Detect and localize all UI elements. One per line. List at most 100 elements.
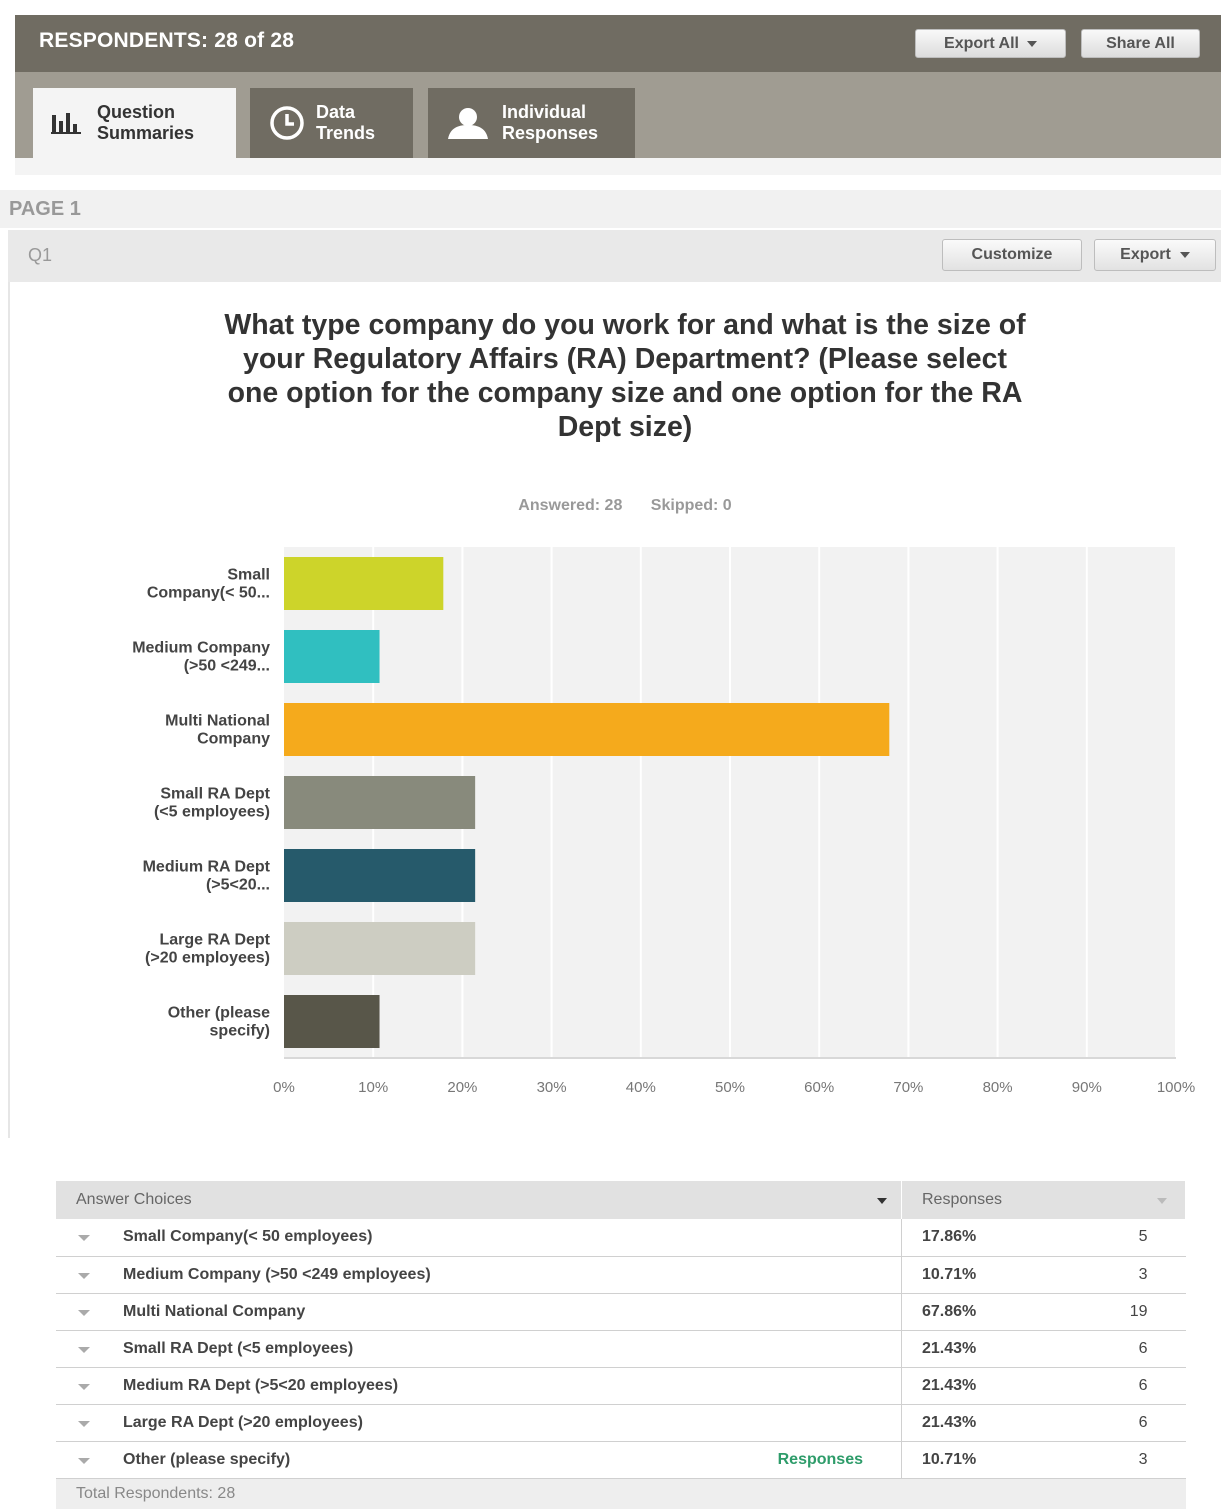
bar[interactable] [284, 922, 476, 975]
category-label: specify) [210, 1023, 270, 1040]
response-percent: 21.43% [901, 1330, 1065, 1368]
responses-link[interactable]: Responses [777, 1450, 863, 1468]
col-answer-choices-label: Answer Choices [76, 1191, 192, 1208]
table-row: Other (please specify) Responses 10.71% … [56, 1441, 1186, 1479]
person-icon [448, 108, 488, 139]
chevron-down-icon [1179, 252, 1190, 258]
expand-caret-icon[interactable] [78, 1272, 90, 1279]
expand-caret-icon[interactable] [78, 1383, 90, 1390]
category-label: (>20 employees) [145, 950, 270, 967]
answer-choice-cell: Small Company(< 50 employees) [56, 1219, 902, 1257]
x-tick-label: 30% [537, 1079, 567, 1096]
expand-caret-icon[interactable] [78, 1346, 90, 1353]
x-tick-label: 100% [1157, 1079, 1195, 1096]
table-row: Multi National Company 67.86% 19 [56, 1293, 1186, 1331]
category-label: Company [197, 731, 270, 748]
bar[interactable] [284, 703, 890, 756]
table-row: Small RA Dept (<5 employees) 21.43% 6 [56, 1330, 1186, 1368]
question-stats: Answered: 28 Skipped: 0 [10, 497, 1221, 515]
answer-choice: Medium RA Dept (>5<20 employees) [123, 1376, 399, 1394]
x-tick-label: 90% [1072, 1079, 1102, 1096]
chart-panel: What type company do you work for and wh… [8, 282, 1221, 1138]
col-responses[interactable]: Responses [901, 1181, 1186, 1219]
sort-caret-icon [1157, 1198, 1167, 1204]
x-tick-label: 0% [273, 1079, 295, 1096]
sort-caret-icon [877, 1198, 887, 1204]
respondents-bar: RESPONDENTS: 28 of 28 Export All Share A… [15, 15, 1221, 72]
expand-caret-icon[interactable] [78, 1420, 90, 1427]
x-tick-label: 80% [983, 1079, 1013, 1096]
bar[interactable] [284, 849, 476, 902]
customize-label: Customize [971, 246, 1053, 263]
category-label: Medium RA Dept [143, 859, 271, 876]
category-label: Medium Company [132, 640, 270, 657]
category-label: (>50 <249... [184, 658, 270, 675]
expand-caret-icon[interactable] [78, 1309, 90, 1316]
table-row: Medium RA Dept (>5<20 employees) 21.43% … [56, 1367, 1186, 1405]
clock-icon [270, 106, 304, 140]
answer-choice-cell: Small RA Dept (<5 employees) [56, 1330, 902, 1368]
category-label: Small [227, 567, 270, 584]
bar[interactable] [284, 630, 380, 683]
response-percent: 21.43% [901, 1367, 1065, 1405]
answer-choice: Small RA Dept (<5 employees) [123, 1339, 354, 1357]
category-label: (<5 employees) [154, 804, 270, 821]
response-percent: 67.86% [901, 1293, 1065, 1331]
export-all-button[interactable]: Export All [915, 29, 1066, 58]
x-tick-label: 10% [358, 1079, 388, 1096]
table-row: Medium Company (>50 <249 employees) 10.7… [56, 1256, 1186, 1294]
tab-question-summaries[interactable]: Question Summaries [33, 88, 236, 158]
response-count: 6 [1064, 1367, 1186, 1405]
tab-individual-responses[interactable]: Individual Responses [428, 88, 635, 158]
chevron-down-icon [1026, 40, 1037, 47]
question-header: Q1 Customize Export [8, 230, 1221, 282]
tab-question-summaries-label: Question Summaries [97, 102, 195, 143]
answered-count: Answered: 28 [518, 497, 623, 514]
share-all-button[interactable]: Share All [1081, 29, 1200, 58]
response-count: 6 [1064, 1330, 1186, 1368]
x-tick-label: 20% [447, 1079, 477, 1096]
bar-chart: 0% 10% 20% 30% 40% 50% 60% 70% 80% 90% 100% Small Co… [132, 547, 1195, 1096]
bar[interactable] [284, 557, 444, 610]
table-row: Large RA Dept (>20 employees) 21.43% 6 [56, 1404, 1186, 1442]
x-tick-label: 70% [893, 1079, 923, 1096]
answer-choice: Other (please specify) [123, 1450, 291, 1468]
response-count: 3 [1064, 1441, 1186, 1479]
x-tick-label: 40% [626, 1079, 656, 1096]
expand-caret-icon[interactable] [78, 1457, 90, 1464]
response-count: 3 [1064, 1256, 1186, 1294]
response-percent: 17.86% [901, 1219, 1065, 1257]
response-percent: 10.71% [901, 1256, 1065, 1294]
export-label: Export [1120, 246, 1171, 263]
answer-choice: Medium Company (>50 <249 employees) [123, 1265, 431, 1283]
response-percent: 10.71% [901, 1441, 1065, 1479]
skipped-count: Skipped: 0 [650, 497, 732, 514]
customize-button[interactable]: Customize [942, 239, 1082, 271]
export-all-label: Export All [944, 34, 1019, 52]
category-label: Large RA Dept [159, 932, 270, 949]
answer-choice: Multi National Company [123, 1302, 306, 1320]
total-respondents: Total Respondents: 28 [56, 1478, 1186, 1509]
answer-choice-cell: Large RA Dept (>20 employees) [56, 1404, 902, 1442]
col-answer-choices[interactable]: Answer Choices [56, 1181, 902, 1219]
response-percent: 21.43% [901, 1404, 1065, 1442]
category-label: Small RA Dept [160, 786, 270, 803]
x-tick-label: 50% [715, 1079, 745, 1096]
respondents-header: RESPONDENTS: 28 of 28 Export All Share A… [15, 15, 1221, 175]
bar-chart-icon [51, 113, 81, 134]
export-button[interactable]: Export [1094, 239, 1216, 271]
question-number: Q1 [28, 245, 53, 265]
share-all-label: Share All [1106, 34, 1175, 52]
answer-choice: Large RA Dept (>20 employees) [123, 1413, 363, 1431]
expand-caret-icon[interactable] [78, 1235, 90, 1241]
bar[interactable] [284, 995, 380, 1048]
x-tick-label: 60% [804, 1079, 834, 1096]
tab-data-trends[interactable]: Data Trends [250, 88, 413, 158]
answer-choice-cell: Medium RA Dept (>5<20 employees) [56, 1367, 902, 1405]
table-row: Small Company(< 50 employees) 17.86% 5 [56, 1219, 1186, 1257]
response-count: 19 [1064, 1293, 1186, 1331]
respondents-count: RESPONDENTS: 28 of 28 [39, 29, 295, 52]
bar[interactable] [284, 776, 476, 829]
category-label: Other (please [168, 1005, 270, 1022]
question-title: What type company do you work for and wh… [224, 309, 1026, 443]
